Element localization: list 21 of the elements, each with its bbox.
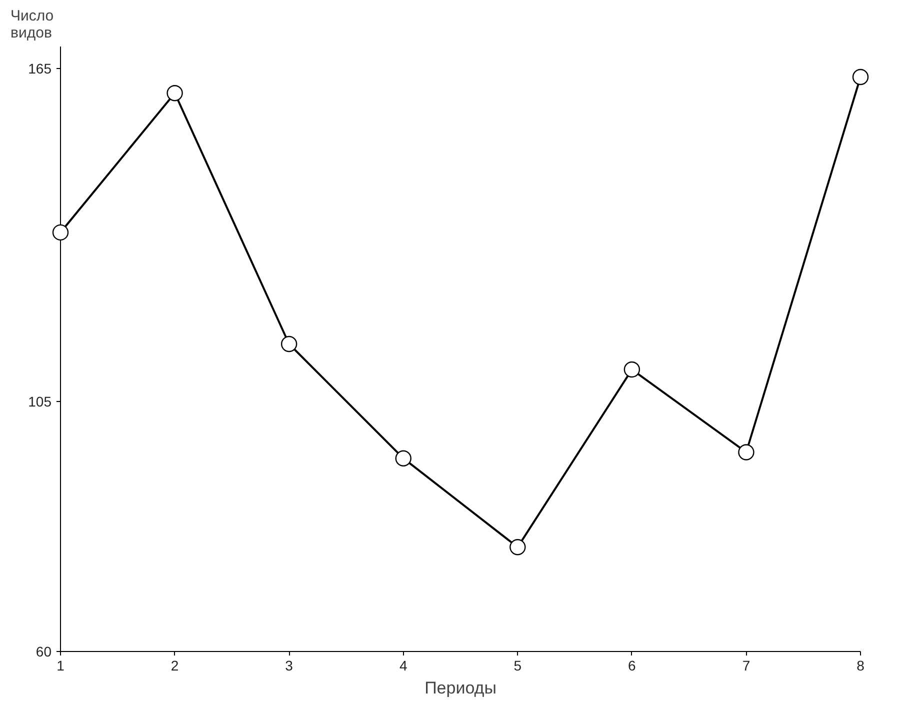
point <box>280 336 298 352</box>
x-axis-title: Периоды <box>424 678 496 698</box>
x-tick-label: 7 <box>742 658 750 674</box>
point <box>624 361 640 378</box>
point <box>52 224 69 241</box>
x-tick-label: 5 <box>514 658 522 674</box>
point <box>510 539 526 556</box>
x-tick-label: 4 <box>399 658 408 674</box>
y-tick-label: 105 <box>28 394 52 410</box>
point <box>852 68 869 86</box>
point <box>738 444 754 460</box>
y-axis-title: Число видов <box>10 8 54 42</box>
x-tick-label: 2 <box>170 658 179 674</box>
y-tick-label: 60 <box>36 644 52 660</box>
x-tick-label: 6 <box>628 658 636 674</box>
x-tick-label: 3 <box>285 658 294 674</box>
point <box>395 450 412 466</box>
x-tick-label: 1 <box>56 658 65 674</box>
point <box>166 85 183 102</box>
y-tick-label: 165 <box>28 60 52 77</box>
x-tick-label: 8 <box>856 658 865 674</box>
